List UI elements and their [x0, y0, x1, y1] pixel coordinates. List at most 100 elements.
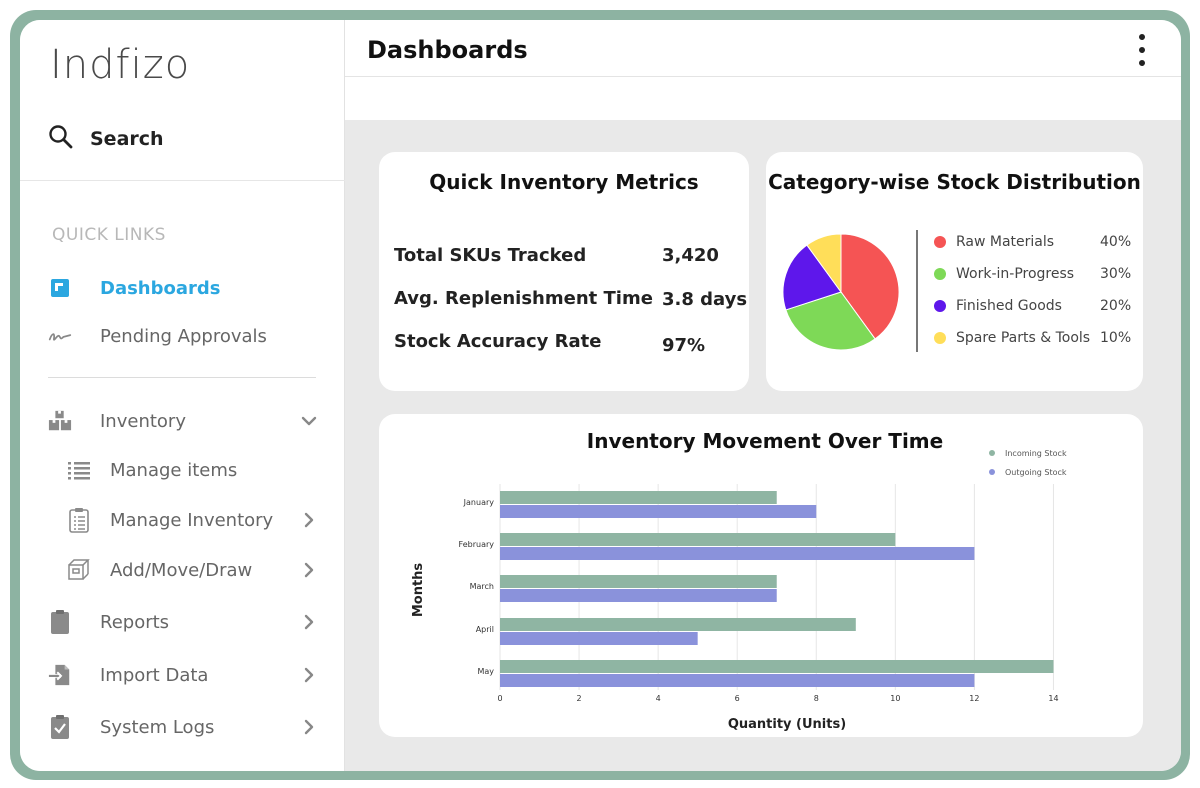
- chevron-down-icon[interactable]: [300, 412, 318, 434]
- sidebar-item-label: Import Data: [100, 664, 209, 686]
- kebab-menu-icon[interactable]: [1131, 32, 1153, 68]
- quick-links-title: QUICK LINKS: [52, 225, 166, 245]
- pie-chart: [782, 233, 900, 351]
- dashboard-icon: [48, 276, 72, 300]
- chevron-right-icon[interactable]: [300, 511, 318, 533]
- legend-label: Work-in-Progress: [956, 266, 1075, 282]
- bar-chart: Inventory Movement Over Time Quantity (U…: [411, 429, 1067, 732]
- header-divider: [345, 76, 1181, 77]
- legend-item: Finished Goods 20%: [934, 298, 1134, 314]
- bar-outgoing-stock-february: [500, 547, 975, 560]
- clipboard-list-icon: [66, 507, 92, 533]
- x-tick-label: 0: [497, 694, 502, 703]
- clipboard-check-icon: [48, 715, 72, 739]
- sidebar-item-import-data[interactable]: Import Data: [48, 660, 318, 690]
- app-window: Indfizo Search QUICK LINKS Dashboards Pe…: [20, 20, 1181, 771]
- sidebar-item-label: System Logs: [100, 716, 215, 738]
- legend-label: Incoming Stock: [1005, 449, 1067, 458]
- x-tick-label: 8: [814, 694, 819, 703]
- stock-distribution-card: Category-wise Stock Distribution Raw Mat…: [766, 152, 1143, 391]
- legend-item: Spare Parts & Tools 10%: [934, 330, 1134, 346]
- bar-chart-title: Inventory Movement Over Time: [587, 429, 943, 453]
- sidebar-subitem-label: Manage items: [110, 459, 238, 481]
- sidebar-subitem-manage-items[interactable]: Manage items: [66, 455, 318, 485]
- y-category-label: February: [459, 540, 495, 549]
- bar-incoming-stock-may: [500, 660, 1054, 673]
- search-label: Search: [90, 128, 164, 150]
- legend-label: Spare Parts & Tools: [956, 330, 1091, 346]
- legend-swatch: [989, 450, 995, 456]
- sidebar-item-reports[interactable]: Reports: [48, 607, 318, 637]
- pie-slice-spare-parts-tools: [806, 233, 842, 294]
- metric-label-replenishment: Avg. Replenishment Time: [394, 288, 653, 309]
- y-category-label: April: [476, 625, 494, 634]
- chevron-right-icon[interactable]: [300, 718, 318, 740]
- sidebar-subitem-manage-inventory[interactable]: Manage Inventory: [66, 505, 318, 535]
- y-category-label: March: [470, 582, 494, 591]
- metrics-card: Quick Inventory Metrics Total SKUs Track…: [379, 152, 749, 391]
- chevron-right-icon[interactable]: [300, 666, 318, 688]
- sidebar-item-label: Dashboards: [100, 277, 221, 299]
- bar-outgoing-stock-march: [500, 589, 777, 602]
- x-tick-label: 2: [577, 694, 582, 703]
- legend-label: Outgoing Stock: [1005, 468, 1067, 477]
- legend-value: 20%: [1100, 298, 1132, 314]
- metric-value-skus: 3,420: [662, 245, 719, 266]
- sidebar-item-system-logs[interactable]: System Logs: [48, 712, 318, 742]
- boxes-icon: [48, 409, 72, 433]
- legend-value: 40%: [1100, 234, 1132, 250]
- sidebar-divider: [20, 180, 345, 181]
- legend-label: Finished Goods: [956, 298, 1062, 314]
- legend-label: Raw Materials: [956, 234, 1055, 250]
- legend-swatch: [934, 300, 946, 312]
- dashboard-content: Quick Inventory Metrics Total SKUs Track…: [345, 120, 1181, 771]
- bar-outgoing-stock-january: [500, 505, 817, 518]
- sidebar-subitem-label: Add/Move/Draw: [110, 559, 253, 581]
- metric-value-accuracy: 97%: [662, 335, 706, 356]
- y-category-label: January: [463, 498, 495, 507]
- search-icon: [48, 124, 74, 154]
- pie-chart-title: Category-wise Stock Distribution: [768, 170, 1141, 194]
- sidebar-subitem-add-move-draw[interactable]: Add/Move/Draw: [66, 555, 318, 585]
- x-tick-label: 4: [656, 694, 661, 703]
- clipboard-icon: [48, 610, 72, 634]
- x-tick-label: 12: [969, 694, 979, 703]
- sidebar: Indfizo Search QUICK LINKS Dashboards Pe…: [20, 20, 345, 771]
- legend-swatch: [989, 469, 995, 475]
- sidebar-divider: [48, 377, 316, 378]
- legend-divider: [916, 230, 918, 352]
- x-tick-label: 14: [1048, 694, 1058, 703]
- bar-incoming-stock-march: [500, 575, 777, 588]
- app-logo: Indfizo: [50, 42, 191, 88]
- sidebar-subitem-label: Manage Inventory: [110, 509, 274, 531]
- legend-item: Work-in-Progress 30%: [934, 266, 1134, 282]
- top-header: Dashboards: [345, 20, 1181, 120]
- y-axis-label: Months: [411, 563, 426, 618]
- pie-slice-work-in-progress: [785, 291, 876, 351]
- x-tick-label: 10: [890, 694, 900, 703]
- legend-swatch: [934, 332, 946, 344]
- chevron-right-icon[interactable]: [300, 613, 318, 635]
- sidebar-item-pending-approvals[interactable]: Pending Approvals: [48, 321, 318, 351]
- bar-incoming-stock-january: [500, 491, 777, 504]
- sidebar-item-dashboards[interactable]: Dashboards: [48, 273, 318, 303]
- metric-label-accuracy: Stock Accuracy Rate: [394, 331, 602, 352]
- legend-item: Raw Materials 40%: [934, 234, 1134, 250]
- legend-value: 10%: [1100, 330, 1132, 346]
- metrics-card-title: Quick Inventory Metrics: [429, 170, 699, 194]
- legend-swatch: [934, 268, 946, 280]
- legend-value: 30%: [1100, 266, 1132, 282]
- search-button[interactable]: Search: [48, 124, 164, 154]
- sidebar-item-inventory[interactable]: Inventory: [48, 406, 318, 436]
- y-category-label: May: [477, 667, 494, 676]
- metric-label-skus: Total SKUs Tracked: [394, 245, 587, 266]
- legend-swatch: [934, 236, 946, 248]
- inventory-movement-card: Inventory Movement Over Time Quantity (U…: [379, 414, 1143, 737]
- page-title: Dashboards: [367, 36, 528, 64]
- list-icon: [66, 457, 92, 483]
- chevron-right-icon[interactable]: [300, 561, 318, 583]
- pie-slice-raw-materials: [840, 233, 900, 340]
- bar-incoming-stock-april: [500, 618, 856, 631]
- sidebar-item-label: Pending Approvals: [100, 325, 267, 347]
- x-axis-label: Quantity (Units): [728, 717, 846, 732]
